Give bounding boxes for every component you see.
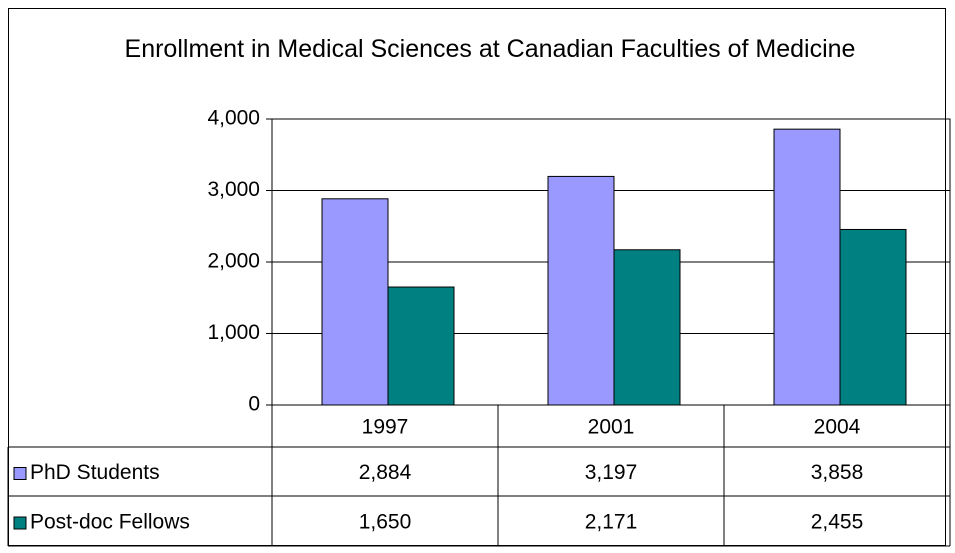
x-tick-label: 1997 <box>362 416 409 439</box>
y-tick-label: 1,000 <box>207 321 260 344</box>
data-label: 1,650 <box>359 511 412 534</box>
data-label: 2,884 <box>359 461 412 484</box>
x-tick-label: 2004 <box>814 416 861 439</box>
data-label: 2,455 <box>811 511 864 534</box>
x-tick-label: 2001 <box>588 416 635 439</box>
data-label: 3,858 <box>811 461 864 484</box>
bar <box>839 228 907 406</box>
bar <box>547 175 615 406</box>
data-label: 3,197 <box>585 461 638 484</box>
bar <box>613 249 681 406</box>
chart-title: Enrollment in Medical Sciences at Canadi… <box>124 35 856 63</box>
bar <box>321 198 389 406</box>
bar <box>387 286 455 406</box>
data-label: 2,171 <box>585 511 638 534</box>
y-tick-label: 3,000 <box>207 178 260 201</box>
y-tick-label: 0 <box>248 393 260 416</box>
legend-swatch <box>13 467 27 480</box>
bar <box>773 128 841 406</box>
y-tick-label: 2,000 <box>207 250 260 273</box>
y-tick-label: 4,000 <box>207 107 260 130</box>
legend-label: PhD Students <box>30 461 160 484</box>
legend-swatch <box>13 516 27 530</box>
legend-label: Post-doc Fellows <box>30 511 190 534</box>
